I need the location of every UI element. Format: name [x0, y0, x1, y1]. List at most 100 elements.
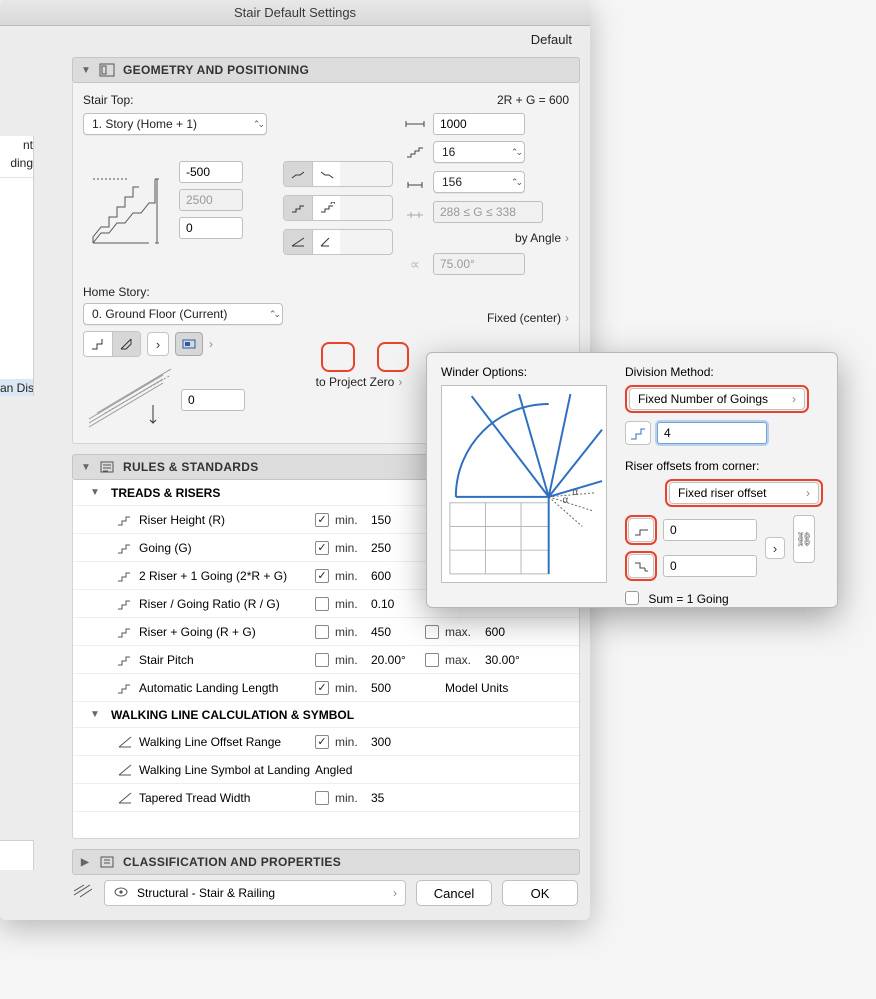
winder-a-icon: [84, 332, 112, 356]
chevron-right-icon: ›: [806, 486, 810, 500]
sidebar-item[interactable]: an Displ: [0, 379, 33, 396]
rule-row: Automatic Landing Lengthmin.500Model Uni…: [73, 674, 579, 702]
rule-icon: [111, 513, 139, 527]
by-angle-button[interactable]: by Angle›: [515, 231, 569, 245]
step-count-select[interactable]: 16: [433, 141, 525, 163]
rule-icon: [111, 791, 139, 805]
chevron-right-icon: ›: [398, 375, 402, 389]
going-select[interactable]: 156: [433, 171, 525, 193]
going-range-display: [433, 201, 543, 223]
sidebar-item[interactable]: nt: [0, 136, 33, 154]
rule-note: Model Units: [445, 681, 539, 695]
stair-top-select[interactable]: 1. Story (Home + 1): [83, 113, 267, 135]
eye-icon: [113, 886, 129, 901]
angle-icon: ∝: [403, 254, 427, 274]
lock-toggle[interactable]: [283, 195, 393, 221]
rule-max-checkbox[interactable]: [425, 653, 439, 667]
rule-min-checkbox[interactable]: [315, 791, 329, 805]
rule-icon: [111, 681, 139, 695]
division-method-button[interactable]: Fixed Number of Goings›: [629, 388, 805, 410]
offset-after-input[interactable]: [663, 555, 757, 577]
min-label: min.: [335, 735, 371, 749]
cancel-button[interactable]: Cancel: [416, 880, 492, 906]
rule-icon: [111, 541, 139, 555]
offset-expand-button[interactable]: ›: [765, 537, 785, 559]
winder-expand-button[interactable]: ›: [147, 332, 169, 356]
winder-type-toggle[interactable]: [83, 331, 141, 357]
rule-min-value[interactable]: 150: [371, 513, 425, 527]
home-story-select[interactable]: 0. Ground Floor (Current): [83, 303, 283, 325]
disclosure-triangle-icon[interactable]: ▼: [79, 709, 111, 720]
rule-min-checkbox[interactable]: [315, 625, 329, 639]
offset-after-icon: [628, 554, 654, 578]
section-classification-header[interactable]: ▶ CLASSIFICATION AND PROPERTIES: [72, 849, 580, 875]
section-classification-title: CLASSIFICATION AND PROPERTIES: [123, 855, 341, 869]
rule-min-checkbox[interactable]: [315, 653, 329, 667]
classification-icon: [99, 855, 115, 869]
sum-one-going-checkbox[interactable]: [625, 591, 639, 605]
min-label: min.: [335, 541, 371, 555]
pitch-toggle[interactable]: [283, 229, 393, 255]
pitch-b-icon: [312, 230, 340, 254]
sum-one-going-label: Sum = 1 Going: [648, 592, 728, 606]
range-icon: [403, 202, 427, 222]
division-method-label: Division Method:: [625, 365, 823, 379]
offset-top-input[interactable]: [179, 161, 243, 183]
angle-display: [433, 253, 525, 275]
chevron-right-icon: ›: [565, 231, 569, 245]
rule-min-value[interactable]: 300: [371, 735, 425, 749]
max-label: max.: [445, 653, 485, 667]
offset-before-input[interactable]: [663, 519, 757, 541]
highlight-division-method: Fixed Number of Goings›: [625, 385, 809, 413]
goings-count-input[interactable]: [657, 422, 767, 444]
flight-down-icon: [312, 162, 340, 186]
sidebar-item[interactable]: ding: [0, 154, 33, 172]
rule-min-checkbox[interactable]: [315, 597, 329, 611]
rule-min-value[interactable]: 450: [371, 625, 425, 639]
rule-min-value[interactable]: 500: [371, 681, 425, 695]
rule-min-checkbox[interactable]: [315, 569, 329, 583]
rule-min-checkbox[interactable]: [315, 541, 329, 555]
rule-text-value[interactable]: Angled: [315, 763, 539, 777]
ok-button[interactable]: OK: [502, 880, 578, 906]
rule-min-value[interactable]: 20.00°: [371, 653, 425, 667]
offset-bottom-input[interactable]: [179, 217, 243, 239]
layer-select[interactable]: Structural - Stair & Railing ›: [104, 880, 406, 906]
disclosure-triangle-icon: ▼: [81, 65, 91, 76]
header-default-label: Default: [531, 32, 572, 47]
total-height-input: [179, 189, 243, 211]
rule-min-checkbox[interactable]: [315, 735, 329, 749]
min-label: min.: [335, 625, 371, 639]
rule-min-value[interactable]: 35: [371, 791, 425, 805]
rule-min-value[interactable]: 250: [371, 541, 425, 555]
steps-icon: [403, 142, 427, 162]
disclosure-triangle-icon[interactable]: ▼: [79, 487, 111, 498]
layer-hatch-icon: [72, 883, 94, 904]
rule-label: Riser + Going (R + G): [139, 625, 315, 639]
min-label: min.: [335, 681, 371, 695]
rule-min-checkbox[interactable]: [315, 681, 329, 695]
to-project-zero-button[interactable]: to Project Zero›: [316, 375, 403, 389]
rule-min-checkbox[interactable]: [315, 513, 329, 527]
rule-max-value[interactable]: 600: [485, 625, 539, 639]
rule-row: Walking Line Symbol at LandingAngled: [73, 756, 579, 784]
rule-min-value[interactable]: 600: [371, 569, 425, 583]
flight-direction-toggle[interactable]: [283, 161, 393, 187]
link-offsets-button[interactable]: ⛓: [793, 515, 815, 563]
rule-max-value[interactable]: 30.00°: [485, 653, 539, 667]
min-label: min.: [335, 597, 371, 611]
rule-min-value[interactable]: 0.10: [371, 597, 425, 611]
project-zero-input[interactable]: [181, 389, 245, 411]
section-geometry-title: GEOMETRY AND POSITIONING: [123, 63, 309, 77]
max-label: max.: [445, 625, 485, 639]
section-geometry-header[interactable]: ▼ GEOMETRY AND POSITIONING: [72, 57, 580, 83]
riser-offsets-label: Riser offsets from corner:: [625, 459, 823, 473]
fixed-center-button[interactable]: Fixed (center)›: [487, 311, 569, 325]
winder-options-button[interactable]: [175, 332, 203, 356]
rule-max-checkbox[interactable]: [425, 625, 439, 639]
rules-icon: [99, 460, 115, 474]
riser-offset-mode-button[interactable]: Fixed riser offset›: [669, 482, 819, 504]
width-input[interactable]: [433, 113, 525, 135]
highlight-offset2-icon: [625, 551, 657, 581]
rule-icon: [111, 597, 139, 611]
